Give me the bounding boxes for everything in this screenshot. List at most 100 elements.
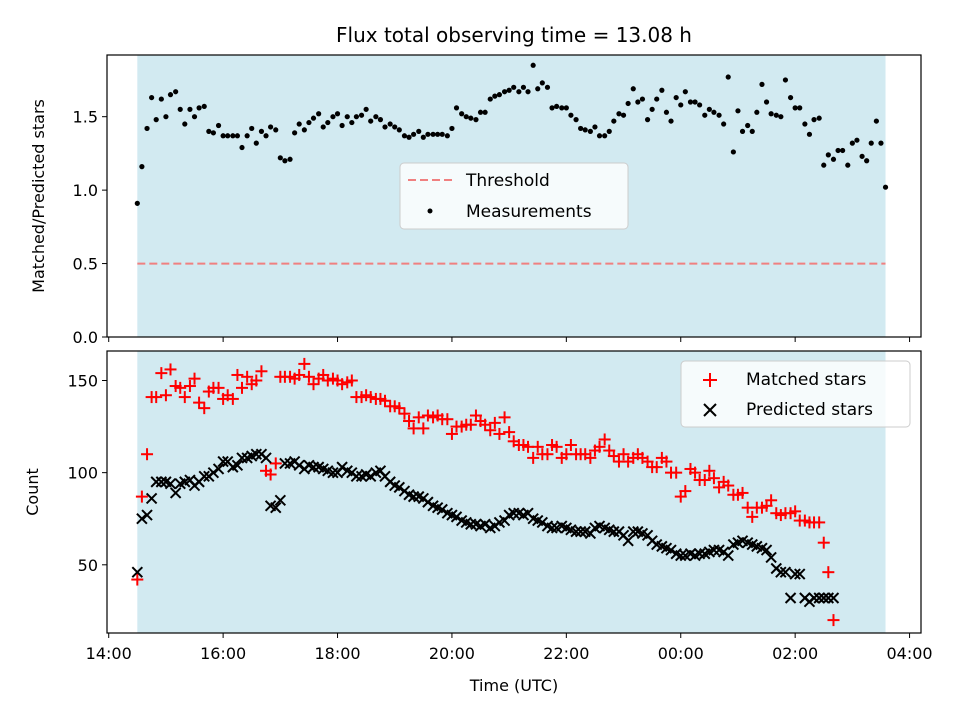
measurement-point [840,147,846,154]
predicted-point [546,522,558,534]
predicted-point [307,461,320,473]
measurement-point [139,164,145,170]
measurement-point [353,114,360,120]
measurement-point [173,89,179,95]
measurement-point [182,121,188,127]
predicted-point [364,470,377,483]
measurement-point [373,114,379,120]
measurement-point [782,77,789,83]
matched-point [498,411,511,424]
predicted-point [827,592,840,604]
matched-point [255,365,268,378]
measurement-point [320,124,326,130]
measurement-point [802,121,808,127]
matched-point [488,416,501,429]
bottom-legend: Matched stars Predicted stars [680,360,911,428]
matched-point [703,464,716,477]
measurement-point [687,99,694,105]
matched-point [789,505,802,518]
measurement-point [368,118,374,124]
predicted-point [784,592,797,604]
measurement-point [492,93,498,99]
legend-predicted-label: Predicted stars [746,400,873,420]
measurement-point [392,124,398,130]
matched-point [131,573,144,586]
measurement-point [697,102,703,108]
matched-point [484,424,497,437]
measurement-point [516,89,522,95]
matched-point [689,466,702,479]
legend-matched-label: Matched stars [746,370,866,390]
matched-point [550,440,563,453]
measurement-point [596,133,603,139]
measurement-point [196,105,202,111]
predicted-point [822,592,835,604]
predicted-point [270,501,282,514]
measurement-point [468,115,474,121]
legend-measurement-label: Measurements [466,202,592,222]
matched-point [584,451,597,464]
measurement-point [158,96,164,102]
measurement-point [187,106,193,112]
matched-point [241,370,254,383]
measurement-point [773,112,779,118]
measurement-point [592,124,598,130]
matched-point [155,367,168,380]
predicted-point [327,466,339,479]
top-y-tick-label: 0.0 [73,328,98,347]
measurement-point [868,140,874,146]
legend-measurement-swatch [427,208,433,214]
x-axis-label: Time (UTC) [469,676,558,695]
measurement-point [425,131,431,137]
measurement-point [334,111,341,117]
matched-point [598,433,611,446]
measurement-point [873,118,879,124]
measurement-point [167,92,174,98]
measurement-point [225,133,231,139]
measurement-point [754,109,760,115]
measurement-point [230,133,236,139]
top-y-tick-label: 0.5 [73,255,98,274]
measurement-point [215,122,222,129]
top-y-axis-label: Matched/Predicted stars [29,99,48,293]
measurement-point [401,133,408,139]
matched-point [269,457,282,470]
measurement-point [253,140,259,146]
measurement-point [239,144,245,151]
bottom-y-tick-label: 100 [67,464,98,483]
matched-point [250,374,263,387]
measurement-point [449,125,455,132]
predicted-point [722,549,734,562]
measurement-point [258,128,265,134]
predicted-point [779,566,792,578]
x-tick-label: 22:00 [543,644,589,663]
measurement-point [396,127,402,133]
predicted-point [169,487,182,499]
matched-point [231,368,244,381]
predicted-point [155,476,168,488]
matched-point [364,391,377,404]
matched-point [670,466,683,479]
predicted-point [136,513,148,525]
predicted-points [131,448,840,608]
measurement-point [263,133,269,139]
matched-point [531,440,544,453]
predicted-point [574,525,587,538]
measurement-point [435,131,441,137]
measurement-point [630,86,636,92]
predicted-point [450,511,463,523]
matched-point [293,368,306,381]
measurement-point [864,158,870,164]
predicted-point [198,470,210,483]
measurement-point [582,127,588,133]
measurement-point [382,124,388,130]
matched-point [188,372,201,385]
measurement-point [611,118,617,124]
matched-point [159,389,172,402]
measurement-point [330,114,336,120]
predicted-point [207,466,220,479]
matched-point [264,468,277,481]
measurement-point [349,119,355,126]
measurement-point [430,131,436,137]
